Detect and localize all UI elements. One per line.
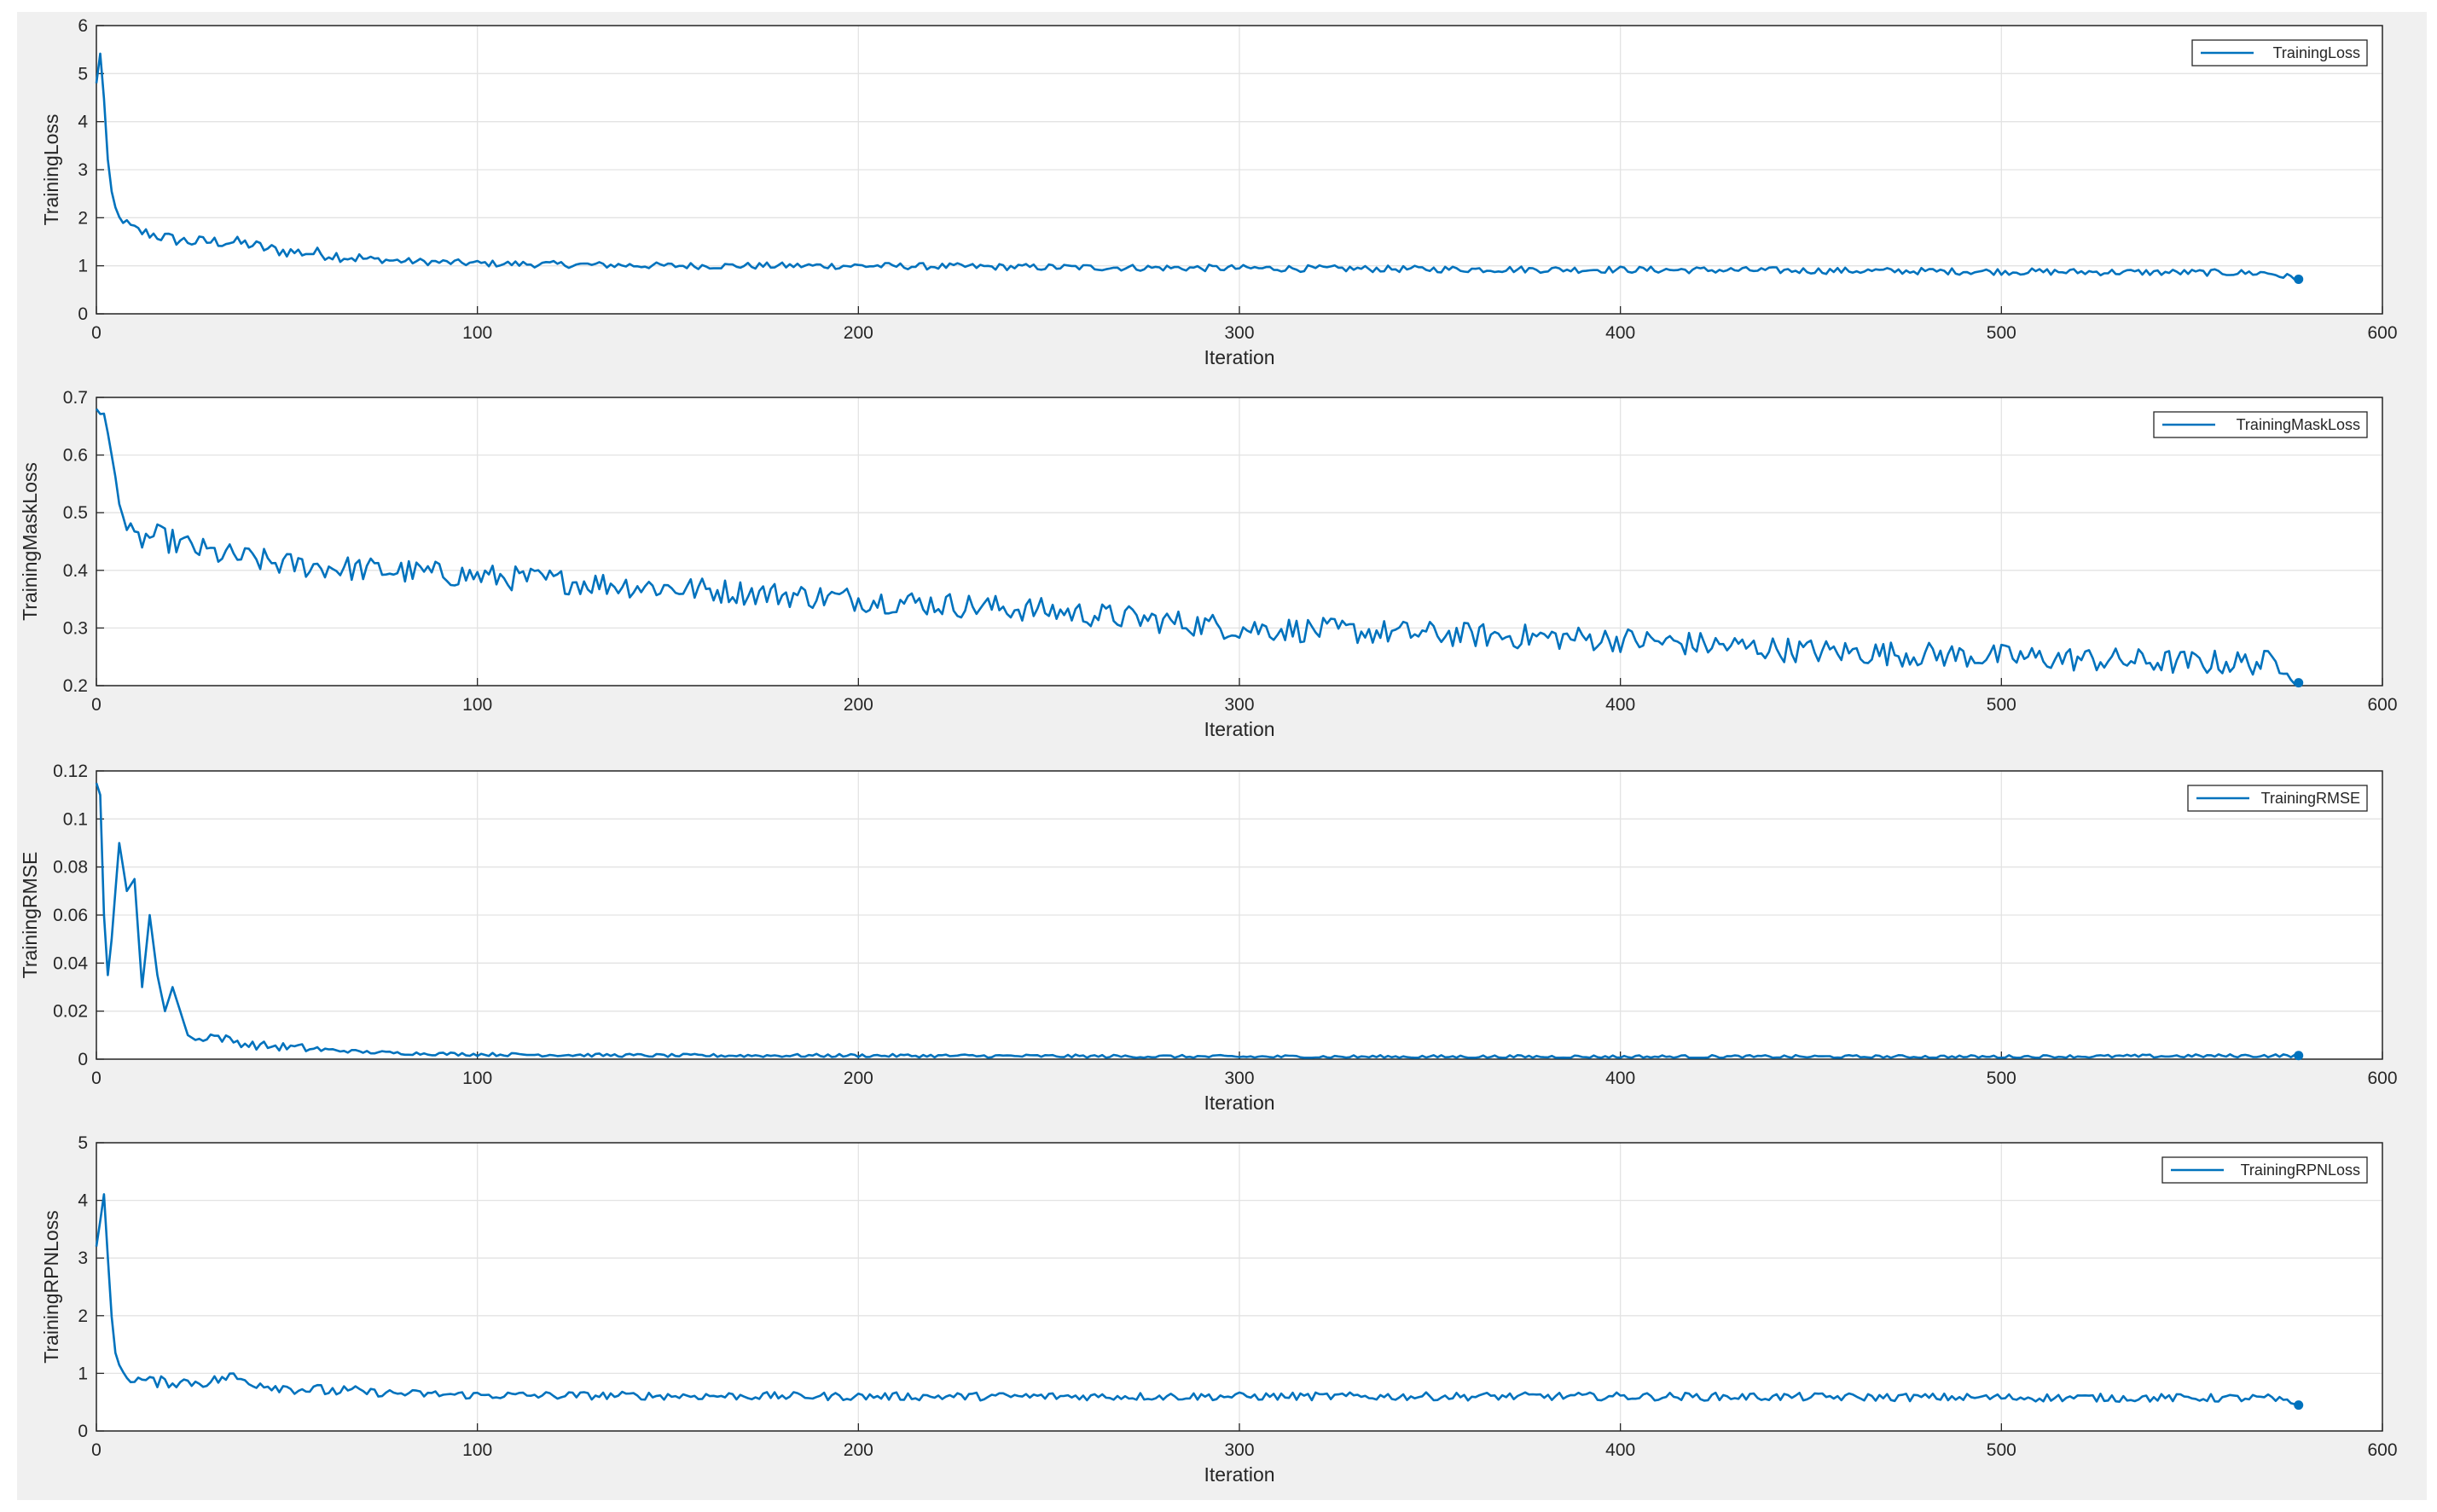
x-axis-label: Iteration	[1204, 1092, 1274, 1114]
y-tick-label: 0.02	[53, 1002, 88, 1022]
x-tick-label: 400	[1605, 695, 1635, 715]
y-tick-label: 2	[78, 1306, 88, 1326]
legend: TrainingRMSE	[2187, 785, 2368, 812]
series-line	[95, 52, 2299, 281]
y-tick-label: 4	[78, 1191, 88, 1211]
legend-label: TrainingRPNLoss	[2241, 1162, 2360, 1179]
x-tick-label: 200	[844, 1069, 873, 1088]
y-tick-label: 0.7	[63, 388, 88, 408]
x-tick-label: 0	[91, 1440, 102, 1460]
legend: TrainingRPNLoss	[2161, 1156, 2368, 1184]
y-axis-label: TrainingMaskLoss	[19, 462, 41, 621]
figure-canvas: 0 100 200 300 400 500 6000123456IterationTrain…	[19, 16, 2398, 1486]
chart-panel-1: 0 100 200 300 400 500 600 0 1 2 3 4 5 6 Iteration Train…	[40, 16, 2398, 368]
x-tick-label: 400	[1605, 1069, 1635, 1088]
x-tick-label: 100	[462, 1069, 492, 1088]
y-tick-label: 0	[78, 304, 88, 324]
series-end-marker	[2294, 678, 2304, 688]
x-tick-label: 0	[91, 695, 102, 715]
y-tick-label: 0	[78, 1422, 88, 1441]
x-tick-label: 300	[1224, 1440, 1254, 1460]
x-tick-label: 100	[462, 695, 492, 715]
x-tick-label: 500	[1987, 1440, 2016, 1460]
chart-panel-3: 0 100 200 300 400 500 600 0 0.02 0.04 0.06 0.08 0.1 0…	[19, 762, 2398, 1114]
series-line	[95, 782, 2299, 1059]
y-axis-label: TrainingLoss	[40, 114, 62, 226]
x-tick-label: 500	[1987, 323, 2016, 343]
chart-panel-2: 0 100 200 300 400 500 600 0.2 0.3 0.4 0.5 0.6 0.7 Ite…	[19, 388, 2398, 740]
x-tick-label: 100	[462, 1440, 492, 1460]
y-tick-label: 0.6	[63, 446, 88, 466]
y-tick-label: 0.4	[63, 561, 89, 581]
y-tick-label: 3	[78, 160, 88, 180]
series-end-marker	[2294, 274, 2304, 284]
x-tick-label: 0	[91, 323, 102, 343]
y-tick-label: 5	[78, 64, 88, 84]
x-tick-label: 400	[1605, 1440, 1635, 1460]
x-tick-label: 100	[462, 323, 492, 343]
y-tick-label: 0.3	[63, 618, 88, 638]
y-tick-label: 1	[78, 257, 88, 276]
chart-panel-4: 0 100 200 300 400 500 600 0 1 2 3 4 5 Iteration Traini…	[40, 1133, 2398, 1486]
x-tick-label: 400	[1605, 323, 1635, 343]
y-tick-label: 0.2	[63, 676, 88, 696]
y-tick-label: 0.08	[53, 858, 88, 878]
y-tick-label: 0	[78, 1050, 88, 1069]
legend: TrainingMaskLoss	[2153, 411, 2368, 438]
series-line	[95, 408, 2300, 686]
legend-label: TrainingLoss	[2273, 44, 2360, 61]
figure-window: 0 100 200 300 400 500 600 0 1 2 3 4 5 6 Iteration Train…	[17, 12, 2427, 1500]
x-tick-label: 200	[844, 695, 873, 715]
y-tick-label: 0.12	[53, 762, 88, 781]
y-tick-label: 0.1	[63, 809, 88, 829]
y-tick-label: 2	[78, 208, 88, 228]
x-tick-label: 200	[844, 323, 873, 343]
y-tick-label: 1	[78, 1364, 88, 1383]
x-tick-label: 600	[2367, 1069, 2397, 1088]
x-axis-label: Iteration	[1204, 718, 1274, 740]
series-end-marker	[2294, 1051, 2304, 1061]
x-tick-label: 300	[1224, 323, 1254, 343]
x-tick-label: 300	[1224, 695, 1254, 715]
legend: TrainingLoss	[2191, 39, 2368, 67]
y-axis-label: TrainingRMSE	[19, 852, 41, 979]
x-axis-label: Iteration	[1204, 346, 1274, 368]
x-axis-label: Iteration	[1204, 1463, 1274, 1486]
x-tick-label: 500	[1987, 1069, 2016, 1088]
y-tick-label: 0.06	[53, 906, 88, 925]
y-tick-label: 5	[78, 1133, 88, 1153]
x-tick-label: 600	[2367, 695, 2397, 715]
legend-label: TrainingMaskLoss	[2237, 416, 2360, 433]
y-axis-label: TrainingRPNLoss	[40, 1210, 62, 1363]
x-tick-label: 300	[1224, 1069, 1254, 1088]
legend-label: TrainingRMSE	[2261, 790, 2360, 807]
x-tick-label: 600	[2367, 323, 2397, 343]
series-end-marker	[2294, 1400, 2304, 1411]
series-line	[95, 1193, 2299, 1406]
y-tick-label: 3	[78, 1248, 88, 1268]
x-tick-label: 200	[844, 1440, 873, 1460]
y-tick-label: 0.5	[63, 503, 88, 523]
y-tick-label: 4	[78, 113, 88, 132]
x-tick-label: 600	[2367, 1440, 2397, 1460]
x-tick-label: 0	[91, 1069, 102, 1088]
y-tick-label: 0.04	[53, 953, 88, 973]
y-tick-label: 6	[78, 16, 88, 36]
x-tick-label: 500	[1987, 695, 2016, 715]
